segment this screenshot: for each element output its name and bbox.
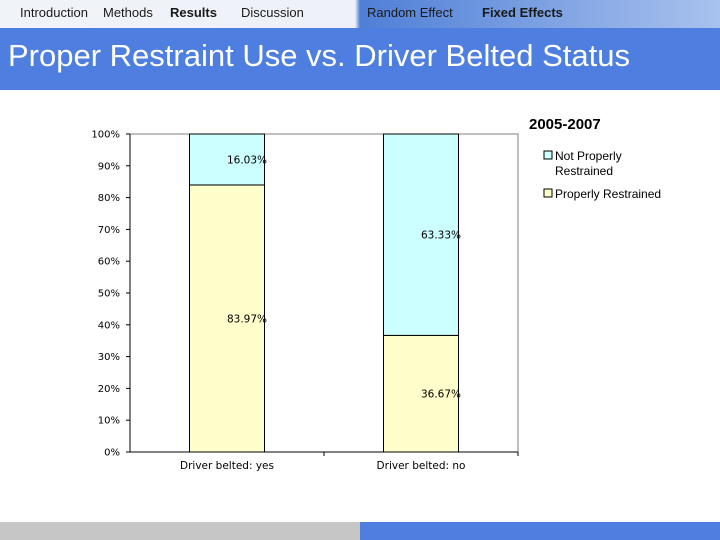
data-labels: 83.97% 16.03% 36.67% 63.33% <box>227 154 461 400</box>
bar-segment-not-properly-restrained <box>189 133 265 186</box>
footer-bar-right <box>360 522 720 540</box>
nav-introduction[interactable]: Introduction <box>20 5 88 20</box>
legend: Not Properly Restrained Properly Restrai… <box>543 149 661 201</box>
y-tick-label: 100% <box>91 130 120 141</box>
legend-label-properly: Properly Restrained <box>555 187 661 201</box>
data-label: 16.03% <box>227 154 267 166</box>
data-label: 63.33% <box>421 230 461 242</box>
legend-label-not-properly-line2: Restrained <box>555 164 613 178</box>
bar-segment-properly-restrained <box>189 184 265 453</box>
nav-random-effect[interactable]: Random Effect <box>367 5 453 20</box>
chart-title: 2005-2007 <box>529 116 601 133</box>
y-tick-label: 90% <box>98 161 120 172</box>
y-tick-label: 60% <box>98 257 120 268</box>
x-category-label: Driver belted: no <box>377 460 466 472</box>
slide-title: Proper Restraint Use vs. Driver Belted S… <box>8 38 630 73</box>
nav-fixed-effects[interactable]: Fixed Effects <box>482 5 563 20</box>
bar-segment-not-properly-restrained <box>383 133 459 336</box>
y-tick-label: 0% <box>104 448 120 459</box>
y-tick-label: 30% <box>98 352 120 363</box>
bar-segment-properly-restrained <box>383 334 459 453</box>
y-tick-label: 70% <box>98 225 120 236</box>
y-tick-label: 40% <box>98 320 120 331</box>
data-label: 83.97% <box>227 313 267 325</box>
nav-methods[interactable]: Methods <box>103 5 153 20</box>
legend-label-not-properly-line1: Not Properly <box>555 149 622 163</box>
y-tick-label: 80% <box>98 193 120 204</box>
y-tick-label: 10% <box>98 416 120 427</box>
footer-bar-left <box>0 522 360 540</box>
data-label: 36.67% <box>421 389 461 401</box>
nav-discussion[interactable]: Discussion <box>241 5 304 20</box>
y-tick-label: 50% <box>98 289 120 300</box>
legend-swatch-properly <box>543 188 553 198</box>
nav-results[interactable]: Results <box>170 5 217 20</box>
y-tick-label: 20% <box>98 384 120 395</box>
title-bar: Proper Restraint Use vs. Driver Belted S… <box>0 28 720 90</box>
top-nav-bar: Introduction Methods Results Discussion … <box>0 0 720 28</box>
legend-swatch-not-properly <box>543 150 553 160</box>
plot-area <box>129 133 519 453</box>
x-category-label: Driver belted: yes <box>180 460 274 472</box>
